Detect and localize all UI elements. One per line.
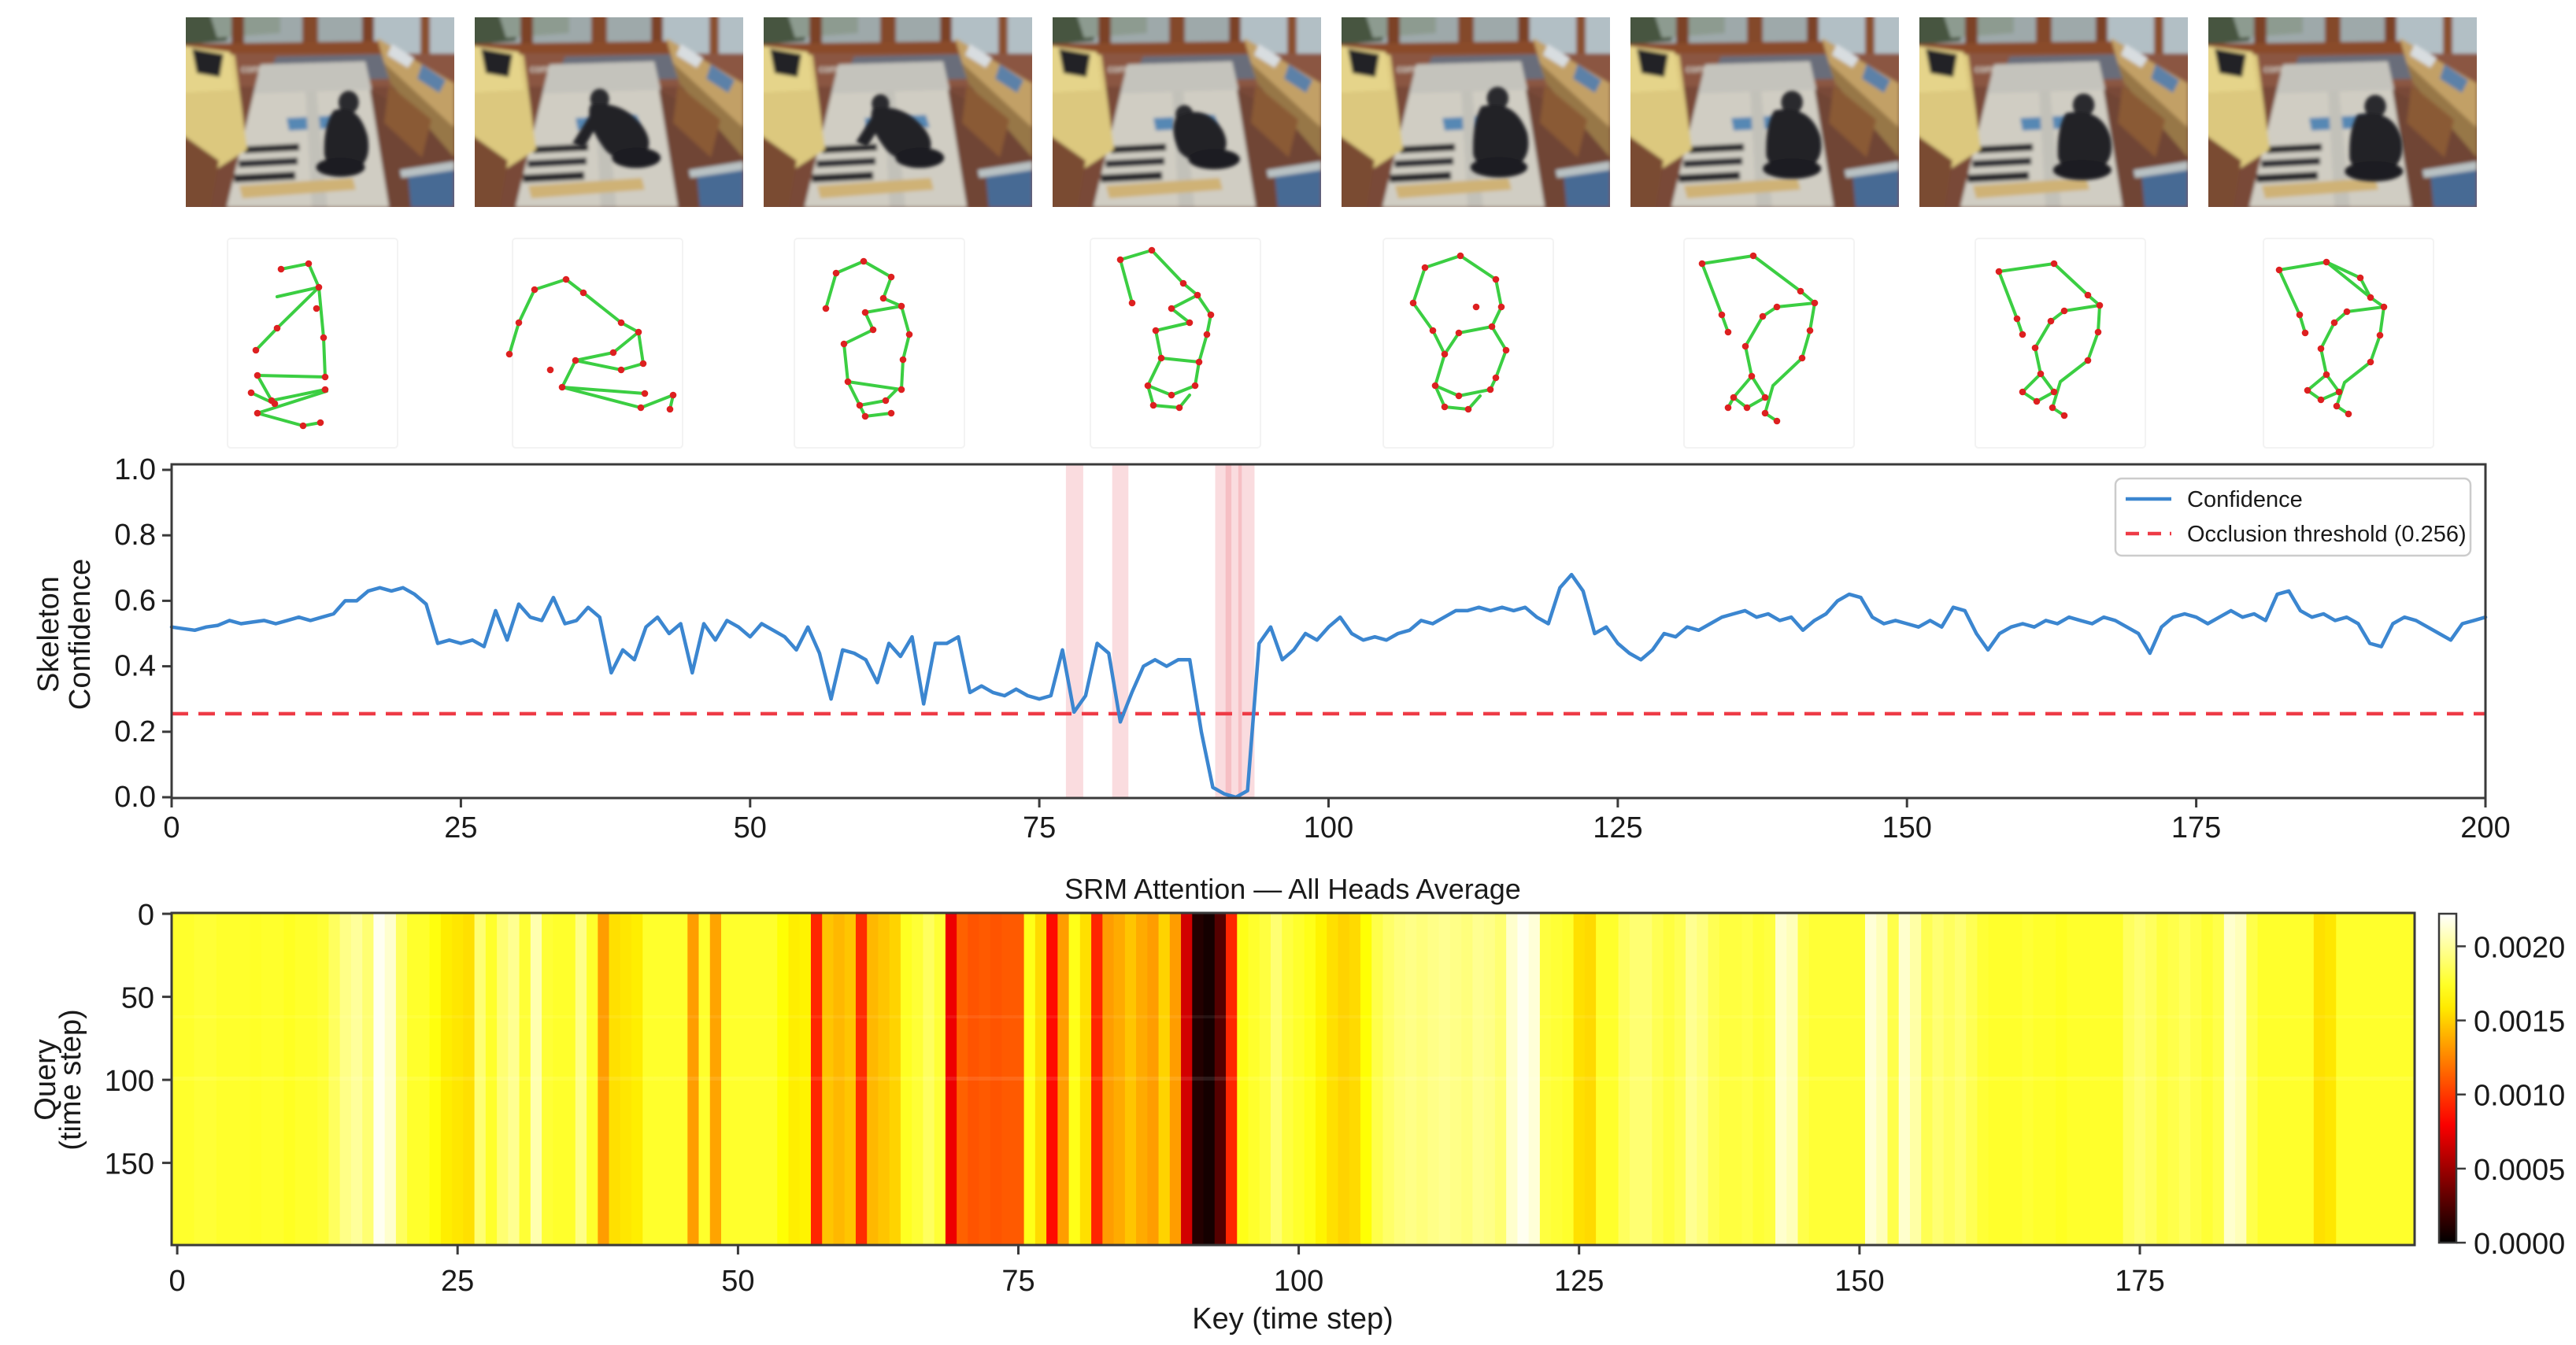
- svg-text:125: 125: [1593, 811, 1642, 844]
- svg-text:100: 100: [1304, 811, 1353, 844]
- svg-text:50: 50: [121, 982, 154, 1015]
- svg-text:Key (time step): Key (time step): [1192, 1303, 1393, 1336]
- svg-text:0.0000: 0.0000: [2474, 1228, 2565, 1261]
- svg-text:175: 175: [2171, 811, 2221, 844]
- svg-text:Confidence: Confidence: [2187, 487, 2303, 512]
- svg-text:150: 150: [1834, 1265, 1884, 1298]
- svg-text:0.0015: 0.0015: [2474, 1006, 2565, 1039]
- svg-text:175: 175: [2115, 1265, 2164, 1298]
- svg-text:Occlusion threshold (0.256): Occlusion threshold (0.256): [2187, 522, 2467, 547]
- svg-text:0.8: 0.8: [114, 519, 156, 552]
- svg-text:25: 25: [441, 1265, 474, 1298]
- svg-text:0.0: 0.0: [114, 781, 156, 814]
- svg-text:75: 75: [1001, 1265, 1034, 1298]
- svg-text:(time step): (time step): [54, 1009, 87, 1150]
- svg-text:75: 75: [1023, 811, 1056, 844]
- svg-text:150: 150: [105, 1148, 154, 1181]
- svg-text:0.0020: 0.0020: [2474, 931, 2565, 964]
- svg-text:200: 200: [2460, 811, 2510, 844]
- svg-text:50: 50: [721, 1265, 754, 1298]
- svg-text:50: 50: [734, 811, 767, 844]
- svg-text:Query: Query: [29, 1039, 62, 1120]
- svg-text:0.0010: 0.0010: [2474, 1080, 2565, 1113]
- svg-text:0.4: 0.4: [114, 650, 156, 683]
- svg-text:100: 100: [1274, 1265, 1323, 1298]
- svg-text:0.0005: 0.0005: [2474, 1154, 2565, 1187]
- svg-text:125: 125: [1554, 1265, 1604, 1298]
- svg-text:Skeleton: Skeleton: [32, 576, 65, 693]
- svg-text:SRM Attention — All Heads Aver: SRM Attention — All Heads Average: [1064, 873, 1521, 905]
- svg-text:25: 25: [444, 811, 477, 844]
- svg-text:150: 150: [1882, 811, 1931, 844]
- svg-text:0.6: 0.6: [114, 584, 156, 617]
- svg-text:0.2: 0.2: [114, 715, 156, 748]
- svg-text:100: 100: [105, 1065, 154, 1098]
- svg-text:0: 0: [138, 899, 154, 932]
- svg-text:1.0: 1.0: [114, 453, 156, 486]
- svg-text:Confidence: Confidence: [64, 559, 97, 710]
- svg-text:0: 0: [163, 811, 180, 844]
- svg-text:0: 0: [169, 1265, 186, 1298]
